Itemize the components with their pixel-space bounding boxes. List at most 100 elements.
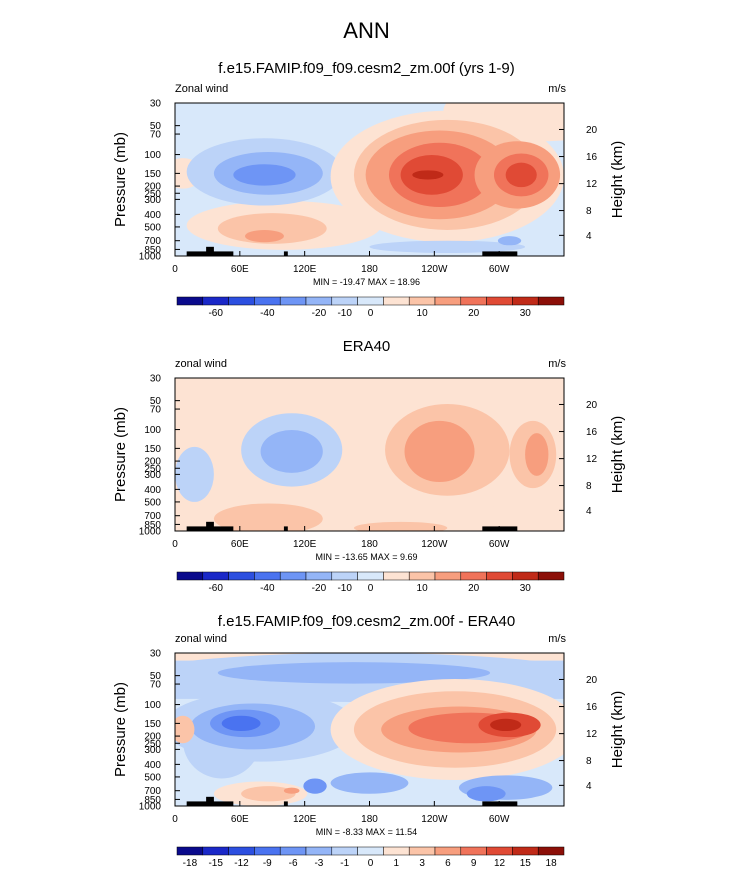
y2-axis-title: Height (km) (609, 416, 626, 494)
contour-region (490, 718, 522, 732)
y-tick-label: 700 (144, 236, 161, 247)
colorbar-label: -10 (337, 583, 352, 594)
topography-mask (482, 526, 518, 531)
y-tick-label: 400 (144, 485, 161, 496)
x-tick-label: 60E (231, 264, 249, 275)
y-tick-label: 400 (144, 210, 161, 221)
y-tick-label: 700 (144, 786, 161, 797)
colorbar-swatch (305, 571, 333, 581)
y2-tick-label: 12 (586, 454, 598, 465)
colorbar-swatch (305, 846, 333, 856)
contour-region (525, 433, 549, 476)
colorbar: -60 -40 -20 -10 0 10 20 30 (176, 571, 565, 594)
chart-panel-3: f.e15.FAMIP.f09_f09.cesm2_zm.00f - ERA40… (112, 613, 626, 869)
contour-field (175, 378, 564, 531)
y-tick-label: 850 (144, 245, 161, 256)
contour-region (505, 162, 537, 188)
panel-title: f.e15.FAMIP.f09_f09.cesm2_zm.00f (yrs 1-… (218, 60, 515, 77)
contour-region (353, 521, 448, 531)
colorbar: -18 -15 -12 -9 -6 -3 -1 0 1 3 6 9 12 15 18 (176, 846, 565, 869)
colorbar-label: -6 (289, 858, 298, 869)
y-tick-label: 400 (144, 760, 161, 771)
contour-region (245, 229, 284, 243)
x-tick-label: 60W (489, 814, 510, 825)
colorbar-label: -60 (208, 583, 223, 594)
colorbar-swatch (176, 846, 204, 856)
corner-label-left: zonal wind (175, 633, 227, 645)
y2-tick-label: 4 (586, 506, 592, 517)
colorbar-swatch (434, 846, 462, 856)
colorbar-swatch (331, 571, 358, 581)
colorbar-swatch (486, 571, 513, 581)
colorbar-label: 18 (546, 858, 558, 869)
y-tick-label: 250 (144, 189, 161, 200)
colorbar-swatch (202, 846, 229, 856)
x-tick-label: 180 (361, 264, 378, 275)
corner-label-right: m/s (548, 83, 566, 95)
corner-label-right: m/s (548, 358, 566, 370)
colorbar-swatch (254, 846, 281, 856)
x-tick-label: 120E (293, 264, 317, 275)
topography-mask (206, 521, 214, 528)
y2-tick-label: 16 (586, 702, 598, 713)
contour-region (217, 662, 491, 684)
colorbar-swatch (460, 846, 487, 856)
colorbar-label: -1 (340, 858, 349, 869)
colorbar-label: 20 (468, 583, 480, 594)
colorbar-label: 0 (368, 583, 374, 594)
y2-tick-label: 8 (586, 756, 592, 767)
y-tick-label: 100 (144, 700, 161, 711)
topography-mask (482, 251, 518, 256)
colorbar-label: -20 (312, 308, 327, 319)
y-tick-label: 200 (144, 182, 161, 193)
contour-region (369, 240, 526, 253)
y-axis-title: Pressure (mb) (112, 407, 129, 502)
x-tick-label: 60E (231, 814, 249, 825)
page-title: ANN (343, 18, 390, 43)
y-tick-label: 300 (144, 745, 161, 756)
y2-tick-label: 20 (586, 400, 598, 411)
y-tick-label: 50 (150, 396, 162, 407)
colorbar-label: 3 (419, 858, 425, 869)
colorbar-swatch (254, 296, 281, 306)
y2-tick-label: 8 (586, 481, 592, 492)
x-tick-label: 60E (231, 539, 249, 550)
y-tick-label: 30 (150, 99, 162, 110)
min-max-stats: MIN = -13.65 MAX = 9.69 (315, 552, 417, 562)
topography-mask (206, 246, 214, 253)
contour-region (221, 715, 261, 732)
chart-panel-1: f.e15.FAMIP.f09_f09.cesm2_zm.00f (yrs 1-… (112, 60, 626, 319)
colorbar-swatch (486, 296, 513, 306)
colorbar: -60 -40 -20 -10 0 10 20 30 (176, 296, 565, 319)
y-tick-label: 200 (144, 457, 161, 468)
colorbar-label: 10 (417, 583, 429, 594)
colorbar-swatch (331, 846, 358, 856)
contour-region (303, 778, 327, 794)
colorbar-swatch (537, 571, 565, 581)
topography-mask (482, 801, 518, 806)
min-max-stats: MIN = -8.33 MAX = 11.54 (316, 827, 417, 837)
y-tick-label: 200 (144, 732, 161, 743)
contour-region (330, 772, 409, 794)
topography-mask (206, 796, 214, 803)
colorbar-swatch (512, 571, 539, 581)
y2-tick-label: 12 (586, 179, 598, 190)
y2-tick-label: 20 (586, 125, 598, 136)
topography-mask (186, 526, 234, 531)
y-tick-label: 1000 (139, 802, 162, 813)
y2-tick-label: 16 (586, 427, 598, 438)
y-tick-label: 700 (144, 511, 161, 522)
contour-field (175, 653, 564, 806)
y-tick-label: 150 (144, 444, 161, 455)
y2-axis-title: Height (km) (609, 141, 626, 219)
colorbar-label: 12 (494, 858, 506, 869)
colorbar-label: 15 (520, 858, 532, 869)
colorbar-label: 10 (417, 308, 429, 319)
colorbar-label: 30 (520, 308, 532, 319)
y-tick-label: 500 (144, 772, 161, 783)
x-tick-label: 0 (172, 264, 178, 275)
colorbar-swatch (434, 571, 462, 581)
corner-label-left: Zonal wind (175, 83, 228, 95)
topography-mask (186, 801, 234, 806)
